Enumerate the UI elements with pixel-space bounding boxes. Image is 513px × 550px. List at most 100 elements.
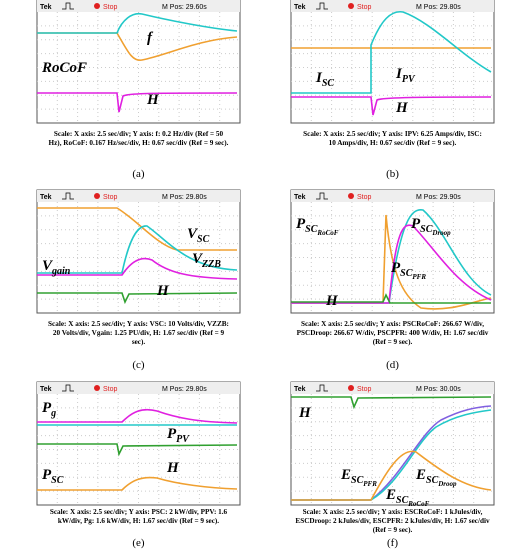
m-pos: M Pos: 29.90s <box>416 194 461 201</box>
label-main: I <box>315 70 323 86</box>
caption-line: Scale: X axis: 2.5 sec/div; Y axis: PSC:… <box>50 508 228 516</box>
caption-line: Scale: X axis: 2.5 sec/div; Y axis: IPV:… <box>303 130 482 138</box>
label-sub: SC <box>351 475 364 486</box>
caption: Scale: X axis: 2.5 sec/div; Y axis: ESCR… <box>295 508 490 534</box>
m-pos: M Pos: 29.80s <box>416 4 461 11</box>
caption: Scale: X axis: 2.5 sec/div; Y axis: PSCR… <box>297 320 489 346</box>
label-sub: gain <box>51 266 71 277</box>
label-main: I <box>395 66 403 82</box>
label-sub: SC <box>305 224 318 235</box>
caption-line: Hz), RoCoF: 0.167 Hz/sec/div, H: 0.67 se… <box>49 139 229 147</box>
signal-label: VZZB <box>192 251 221 270</box>
caption-line: Scale: X axis: 2.5 sec/div; Y axis: ESCR… <box>303 508 483 516</box>
signal-label: IPV <box>395 66 416 85</box>
label-main: E <box>415 467 426 483</box>
label-sub: SC <box>420 224 433 235</box>
label-subsub: RoCoF <box>407 500 429 508</box>
signal-label: Pg <box>42 400 56 419</box>
waveform <box>291 209 492 304</box>
panel-tag: (d) <box>386 359 399 371</box>
waveform <box>291 396 492 410</box>
label-main: P <box>296 216 306 232</box>
label-main: V <box>42 258 54 274</box>
trigger-icon <box>62 2 74 10</box>
waveform <box>37 92 238 113</box>
waveform <box>37 443 238 457</box>
signal-label: PSCRoCoF <box>296 216 339 237</box>
waveform <box>291 96 492 116</box>
label-sub: SC <box>322 78 335 89</box>
caption-line: PSCDroop: 266.67 W/div, PSCPFR: 400 W/di… <box>297 329 489 337</box>
brand: Tek <box>40 194 52 201</box>
stop-dot <box>94 193 100 199</box>
signal-label: ESCDroop <box>415 467 457 488</box>
panel-tag: (f) <box>387 537 398 549</box>
waveform <box>291 405 492 501</box>
label-sub: SC <box>426 475 439 486</box>
label-main: H <box>325 293 339 309</box>
signal-label: PSC <box>42 467 64 486</box>
waveform <box>291 224 492 304</box>
signal-label: H <box>298 405 312 421</box>
m-pos: M Pos: 29.80s <box>162 194 207 201</box>
scope-topbar <box>37 382 240 394</box>
signal-label: f <box>147 30 154 46</box>
scope-topbar <box>291 190 494 202</box>
waveform <box>291 214 492 310</box>
panel-tag: (c) <box>132 359 145 371</box>
waveform <box>37 32 238 61</box>
signal-label: PSCDroop <box>411 216 451 237</box>
label-subsub: PFR <box>363 480 377 488</box>
status: Stop <box>357 4 372 11</box>
label-main: P <box>42 467 52 483</box>
caption-line: sec). <box>132 338 146 346</box>
signal-label: Vgain <box>42 258 71 277</box>
trigger-icon <box>316 2 328 10</box>
label-sub: PV <box>176 434 190 445</box>
caption: Scale: X axis: 2.5 sec/div; Y axis: PSC:… <box>50 508 228 525</box>
label-sub: SC <box>396 495 409 506</box>
stop-dot <box>348 193 354 199</box>
signal-label: ESCPFR <box>340 467 377 488</box>
brand: Tek <box>294 4 306 11</box>
scope-panel: Tek Stop M Pos: 30.00sHESCPFRESCDroopESCRo… <box>290 381 495 508</box>
caption-line: Scale: X axis: 2.5 sec/div; Y axis: PSCR… <box>301 320 484 328</box>
stop-dot <box>94 3 100 9</box>
waveform <box>37 225 238 274</box>
label-main: H <box>395 100 409 116</box>
label-main: H <box>298 405 312 421</box>
waveform <box>37 292 238 305</box>
brand: Tek <box>40 386 52 393</box>
status: Stop <box>103 386 118 393</box>
label-sub: SC <box>51 475 64 486</box>
signal-label: ISC <box>315 70 334 89</box>
waveform <box>291 450 492 501</box>
label-subsub: RoCoF <box>316 229 338 237</box>
m-pos: M Pos: 29.60s <box>162 4 207 11</box>
stop-dot <box>348 385 354 391</box>
scope-panel: Tek Stop M Pos: 29.60s RoCoF f H <box>36 0 241 124</box>
label-main: H <box>156 283 170 299</box>
label-main: P <box>42 400 52 416</box>
trigger-icon <box>62 192 74 200</box>
stop-dot <box>348 3 354 9</box>
scope-topbar <box>291 382 494 394</box>
status: Stop <box>103 194 118 201</box>
brand: Tek <box>40 4 52 11</box>
caption: Scale: X axis: 2.5 sec/div; Y axis: f: 0… <box>49 130 229 147</box>
caption-line: Scale: X axis: 2.5 sec/div; Y axis: f: 0… <box>54 130 224 138</box>
waveform <box>291 293 491 304</box>
label-subsub: Droop <box>431 229 451 237</box>
stop-dot <box>94 385 100 391</box>
label-main: H <box>146 92 160 108</box>
label-sub: SC <box>197 234 210 245</box>
scope-topbar <box>37 0 240 12</box>
panel-tag: (a) <box>132 168 145 180</box>
label-sub: PV <box>402 74 416 85</box>
signal-label: H <box>146 92 160 108</box>
waveform <box>37 257 238 280</box>
caption-line: kW/div, Pg: 1.6 kW/div, H: 1.67 sec/div … <box>58 517 219 525</box>
signal-label: PPV <box>167 426 190 445</box>
label-subsub: PFR <box>412 273 426 281</box>
